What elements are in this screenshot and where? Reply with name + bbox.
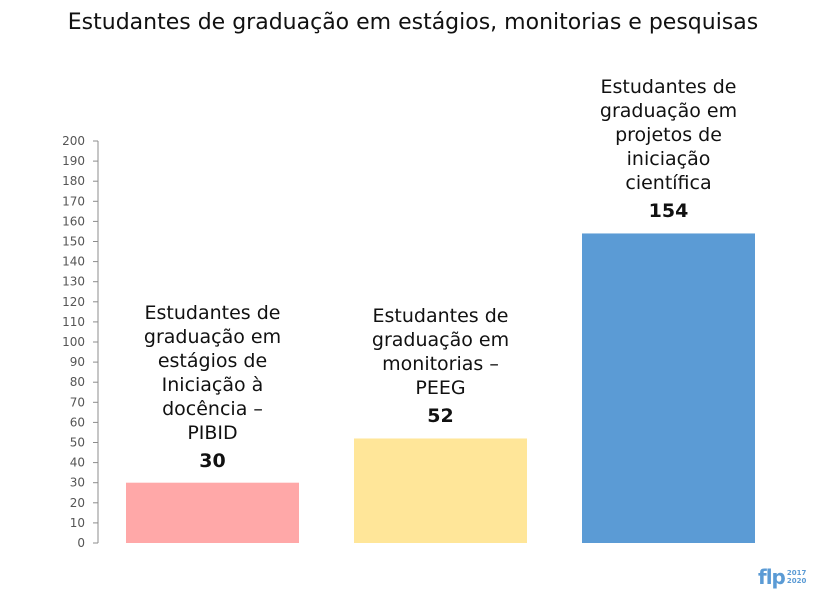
bar-2 [354, 438, 527, 543]
y-tick-label: 40 [70, 456, 85, 470]
y-axis: 0 10 20 30 40 50 60 70 80 90 100 110 120 130 140 150 160… [62, 134, 99, 550]
category-label: Estudantes de graduação em monitorias – … [371, 305, 510, 400]
y-tick-label: 20 [70, 496, 85, 510]
y-tick-label: 50 [70, 436, 85, 450]
y-tick-label: 110 [62, 315, 85, 329]
bar-label-1: Estudantes de graduação em estágios de I… [103, 301, 323, 473]
bar-label-2: Estudantes de graduação em monitorias – … [331, 304, 551, 428]
category-label: Estudantes de graduação em projetos de i… [599, 76, 738, 195]
y-tick-label: 120 [62, 295, 85, 309]
y-tick-label: 140 [62, 255, 85, 269]
data-label: 52 [427, 405, 454, 428]
y-tick-label: 130 [62, 275, 85, 289]
y-tick-label: 70 [70, 395, 85, 409]
bar-3 [582, 233, 755, 543]
bars [126, 233, 755, 543]
y-tick-label: 100 [62, 335, 85, 349]
y-tick-label: 90 [70, 355, 85, 369]
logo-year-top: 2017 [786, 569, 807, 577]
y-tick-label: 60 [70, 415, 85, 429]
y-tick-label: 190 [62, 154, 85, 168]
data-label: 30 [199, 449, 226, 472]
y-tick-label: 170 [62, 194, 85, 208]
logo-years: 2017 2020 [787, 569, 806, 585]
data-label: 154 [648, 200, 689, 223]
y-tick-label: 200 [62, 134, 85, 148]
y-tick-label: 10 [70, 516, 85, 530]
logo-year-bottom: 2020 [786, 577, 807, 585]
bar-label-3: Estudantes de graduação em projetos de i… [559, 75, 779, 223]
flp-logo: flp 2017 2020 [758, 565, 806, 589]
y-tick-label: 150 [62, 235, 85, 249]
logo-mark: flp [758, 565, 786, 589]
y-tick-label: 160 [62, 214, 85, 228]
y-tick-label: 0 [77, 536, 85, 550]
y-tick-label: 180 [62, 174, 85, 188]
chart-title: Estudantes de graduação em estágios, mon… [67, 10, 759, 35]
y-tick-label: 30 [70, 476, 85, 490]
category-label: Estudantes de graduação em estágios de I… [143, 301, 282, 444]
y-tick-label: 80 [70, 375, 85, 389]
bar-1 [126, 482, 299, 543]
